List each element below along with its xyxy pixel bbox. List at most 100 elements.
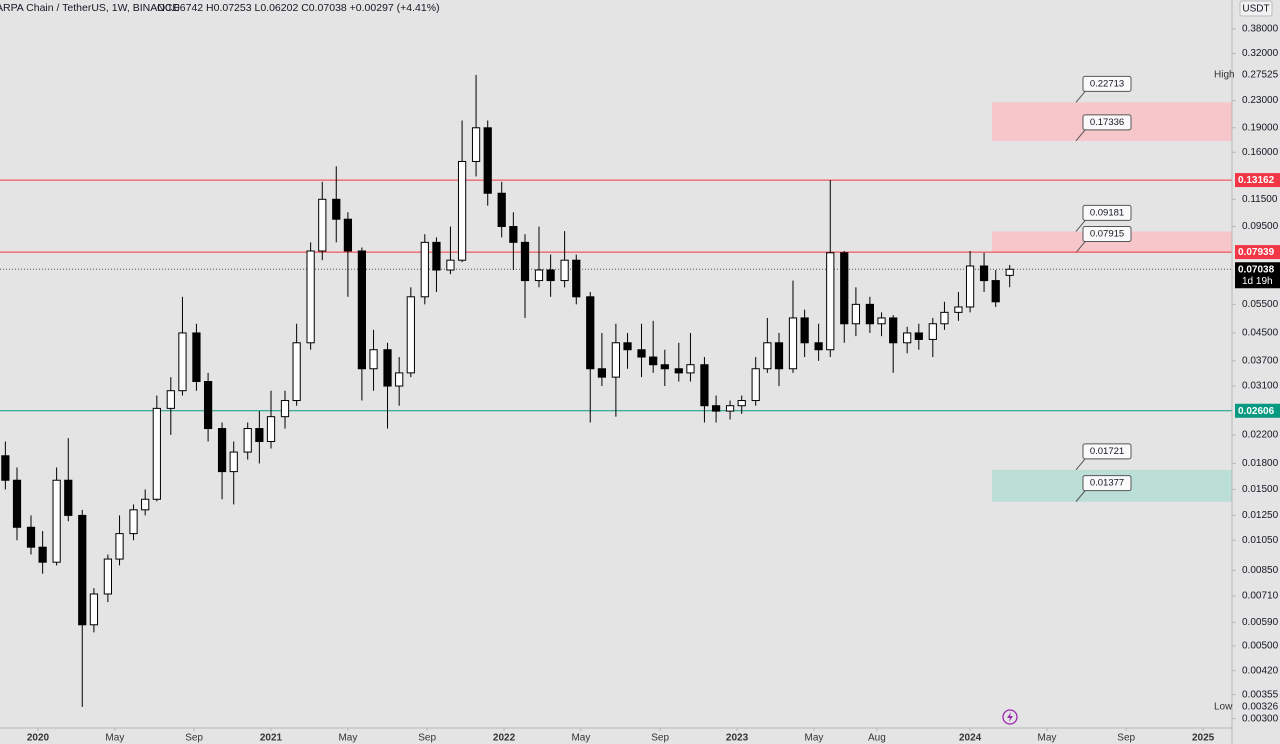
y-tick-label: 0.16000: [1242, 147, 1279, 158]
currency-box[interactable]: [1239, 0, 1273, 17]
candle-body: [840, 252, 849, 325]
candle-body: [229, 451, 238, 473]
candle-body: [686, 364, 695, 374]
candle-body: [255, 428, 264, 443]
candle-body: [497, 192, 506, 228]
y-tick-label: 0.00590: [1242, 617, 1279, 628]
x-tick-label: May: [571, 733, 590, 744]
candle-body: [141, 498, 150, 511]
currency[interactable]: USDT: [1242, 4, 1269, 15]
candle-body: [611, 342, 620, 378]
ohlc-readout: O0.06742 H0.07253 L0.06202 C0.07038 +0.0…: [157, 2, 440, 14]
candle-body: [292, 342, 301, 402]
candle-body: [217, 428, 227, 473]
y-tick-label: 0.00355: [1242, 689, 1279, 700]
candle-body: [52, 479, 61, 563]
candle-body: [332, 198, 341, 220]
alert-bolt: [1007, 712, 1013, 722]
candle-body: [586, 296, 595, 370]
candle-body: [649, 356, 658, 366]
callout-box: [1082, 204, 1132, 221]
candle-body: [954, 306, 963, 313]
candle-body: [889, 317, 898, 344]
price-badge: [1235, 173, 1280, 188]
candle-body: [432, 241, 441, 271]
callout-pointer: [1075, 90, 1087, 103]
candle-body: [446, 259, 455, 271]
y-tick-label: 0.00300: [1242, 713, 1279, 724]
low-marker-value: 0.00326: [1242, 701, 1279, 712]
y-tick-label: 0.00420: [1242, 665, 1279, 676]
callout-pointer: [1075, 489, 1087, 502]
candle-body: [597, 368, 607, 378]
candle-body: [903, 332, 912, 344]
x-tick-label: Sep: [185, 733, 203, 744]
callout-pointer: [1075, 457, 1087, 471]
y-tick-label: 0.09500: [1242, 221, 1279, 232]
alert-icon[interactable]: [1002, 709, 1018, 725]
candle-body: [103, 558, 113, 595]
candle-body: [788, 317, 798, 370]
y-tick-label: 0.03100: [1242, 381, 1279, 392]
high-marker-value: 0.27525: [1242, 70, 1279, 81]
candle-body: [471, 127, 481, 162]
x-tick-label: Aug: [868, 733, 886, 744]
y-tick-label: 0.01500: [1242, 484, 1279, 495]
candle-body: [534, 269, 544, 282]
x-tick-label: 2025: [1192, 733, 1215, 744]
candle-body: [38, 546, 47, 563]
y-tick-label: 0.38000: [1242, 24, 1279, 35]
candle-body: [12, 479, 22, 528]
candle-body: [192, 332, 201, 383]
x-tick-label: May: [105, 733, 124, 744]
candle-body: [877, 317, 886, 325]
candle-body: [700, 364, 709, 407]
candle-body: [572, 259, 581, 298]
callout-box: [1082, 114, 1132, 131]
candle-body: [660, 364, 669, 370]
candle-body: [826, 252, 835, 351]
x-tick-label: May: [805, 733, 824, 744]
y-tick-label: 0.23000: [1242, 95, 1279, 106]
candle-body: [89, 593, 99, 626]
candle-body: [940, 311, 949, 325]
callout-box: [1082, 475, 1132, 492]
candle-body: [395, 372, 404, 387]
candle-body: [674, 368, 683, 374]
candle-body: [751, 368, 760, 402]
x-tick-label: 2021: [260, 733, 283, 744]
candle-body: [774, 342, 784, 370]
candle-body: [406, 296, 415, 374]
x-tick-label: Sep: [1117, 733, 1135, 744]
y-tick-label: 0.01250: [1242, 510, 1279, 521]
candle-body: [318, 198, 327, 252]
x-tick-label: May: [1038, 733, 1057, 744]
current-price-badge: [1235, 262, 1280, 289]
candle-body: [203, 381, 213, 430]
candle-body: [800, 317, 809, 344]
candle-body: [979, 265, 989, 282]
candle-body: [991, 280, 1000, 303]
candle-body: [383, 349, 392, 387]
candle-body: [814, 342, 823, 351]
callout-box: [1082, 75, 1132, 92]
candle-body: [711, 405, 721, 412]
y-tick-label: 0.04500: [1242, 328, 1279, 339]
y-tick-label: 0.05500: [1242, 299, 1279, 310]
callout-pointer: [1075, 128, 1087, 142]
y-tick-label: 0.00500: [1242, 641, 1279, 652]
candle-body: [152, 407, 161, 500]
current-price-label: 0.07038: [1238, 264, 1275, 275]
candle-body: [623, 342, 632, 351]
candle-body: [763, 342, 772, 370]
price-badge: [1235, 403, 1280, 418]
x-tick-label: 2023: [726, 733, 749, 744]
candle-body: [483, 127, 492, 194]
candle-body: [420, 241, 429, 298]
callout-label: 0.01377: [1090, 478, 1124, 489]
y-tick-label: 0.01800: [1242, 458, 1279, 469]
price-badge-label: 0.13162: [1238, 175, 1275, 186]
callout-label: 0.22713: [1090, 78, 1124, 89]
high-marker-label: High: [1214, 70, 1235, 81]
symbol-title: ARPA Chain / TetherUS, 1W, BINANCE: [0, 2, 179, 14]
